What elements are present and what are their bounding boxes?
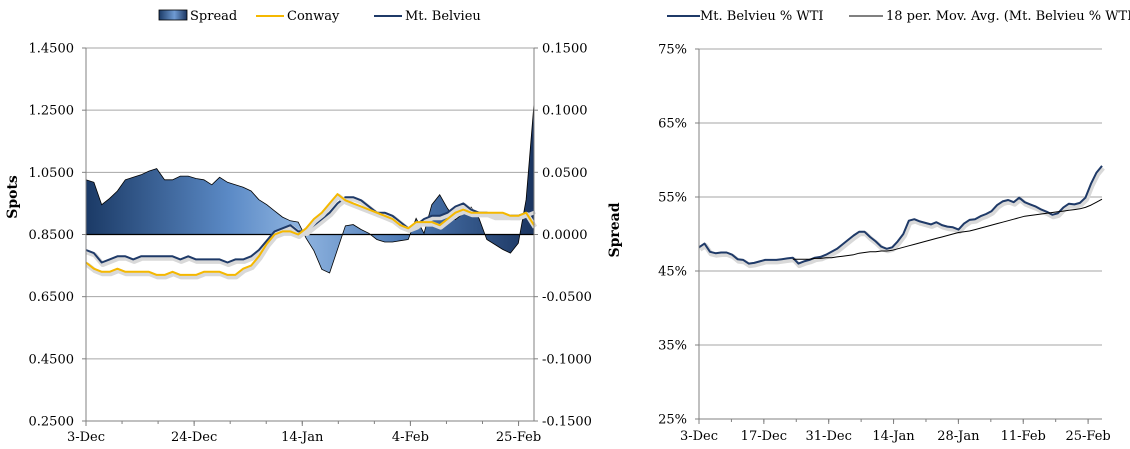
legend-label-moving-average: 18 per. Mov. Avg. (Mt. Belvieu % WTI) bbox=[886, 9, 1130, 24]
tick-label: 25-Feb bbox=[1065, 429, 1110, 444]
legend-label-conway: Conway bbox=[287, 9, 340, 24]
legend-label-spread: Spread bbox=[190, 9, 237, 24]
tick-label: 0.0000 bbox=[542, 228, 588, 243]
tick-label: 25-Feb bbox=[496, 430, 541, 445]
left-x-axis-ticks: 3-Dec 24-Dec 14-Jan 4-Feb 25-Feb bbox=[67, 421, 541, 445]
tick-label: 45% bbox=[658, 265, 687, 280]
tick-label: 1.0500 bbox=[29, 166, 75, 181]
tick-label: 55% bbox=[658, 191, 687, 206]
right-legend: Mt. Belvieu % WTI 18 per. Mov. Avg. (Mt. … bbox=[667, 9, 1130, 24]
legend-label-mt-belvieu-wti: Mt. Belvieu % WTI bbox=[700, 9, 824, 24]
spots-axis-label: Spots bbox=[5, 175, 21, 219]
series-line-moving-average bbox=[792, 198, 1103, 260]
spots-axis-ticks: 1.4500 1.2500 1.0500 0.8500 0.6500 0.4500 0.25… bbox=[29, 42, 86, 430]
tick-label: 17-Dec bbox=[741, 429, 787, 444]
tick-label: 0.1500 bbox=[542, 42, 588, 57]
spread-axis-label: Spread bbox=[607, 202, 623, 257]
tick-label: 14-Jan bbox=[281, 430, 324, 445]
spread-axis-ticks: 0.1500 0.1000 0.0500 0.0000 -0.0500 -0.1000 -0… bbox=[534, 42, 592, 430]
tick-label: 3-Dec bbox=[67, 430, 105, 445]
tick-label: 75% bbox=[658, 43, 687, 58]
tick-label: 14-Jan bbox=[872, 429, 915, 444]
belvieu-wti-lines-layer bbox=[698, 165, 1105, 269]
tick-label: 28-Jan bbox=[937, 429, 980, 444]
tick-label: 35% bbox=[658, 339, 687, 354]
series-shadow bbox=[85, 193, 538, 280]
tick-label: 0.0500 bbox=[542, 166, 588, 181]
spread-area bbox=[85, 103, 535, 274]
series-shadow bbox=[86, 196, 536, 267]
spots-spread-chart: 1.4500 1.2500 1.0500 0.8500 0.6500 0.4500 0.25… bbox=[5, 9, 623, 445]
spots-lines-layer bbox=[85, 193, 538, 280]
tick-label: 3-Dec bbox=[680, 429, 718, 444]
tick-label: 0.2500 bbox=[29, 415, 75, 430]
tick-label: 25% bbox=[658, 413, 687, 428]
tick-label: 1.4500 bbox=[29, 42, 75, 57]
right-gridlines bbox=[699, 48, 1102, 346]
spread-area-layer bbox=[85, 103, 535, 274]
right-axes bbox=[698, 49, 1102, 420]
left-legend: Spread Conway Mt. Belvieu bbox=[158, 9, 481, 24]
right-x-axis-ticks: 3-Dec 17-Dec 31-Dec 14-Jan 28-Jan 11-Feb 25-Fe… bbox=[680, 419, 1111, 444]
tick-label: 0.1000 bbox=[542, 104, 588, 119]
tick-label: 24-Dec bbox=[171, 430, 217, 445]
tick-label: 11-Feb bbox=[1001, 429, 1046, 444]
series-line-mt-belvieu-wti bbox=[698, 165, 1103, 265]
percent-axis-ticks: 75% 65% 55% 45% 35% 25% bbox=[658, 43, 699, 428]
legend-label-mt-belvieu: Mt. Belvieu bbox=[405, 9, 481, 24]
tick-label: 65% bbox=[658, 117, 687, 132]
tick-label: 0.8500 bbox=[29, 228, 75, 243]
tick-label: 0.4500 bbox=[29, 352, 75, 367]
tick-label: 0.6500 bbox=[29, 290, 75, 305]
tick-label: 1.2500 bbox=[29, 104, 75, 119]
tick-label: 4-Feb bbox=[392, 430, 429, 445]
tick-label: 31-Dec bbox=[806, 429, 852, 444]
belvieu-wti-chart: 75% 65% 55% 45% 35% 25% 3-Dec 17-Dec 31-Dec 14-J… bbox=[658, 9, 1130, 444]
tick-label: -0.1000 bbox=[542, 352, 592, 367]
tick-label: -0.1500 bbox=[542, 415, 592, 430]
tick-label: -0.0500 bbox=[542, 290, 592, 305]
legend-swatch-spread bbox=[158, 9, 188, 21]
series-shadow bbox=[698, 166, 1105, 269]
series-line-conway bbox=[85, 193, 535, 276]
